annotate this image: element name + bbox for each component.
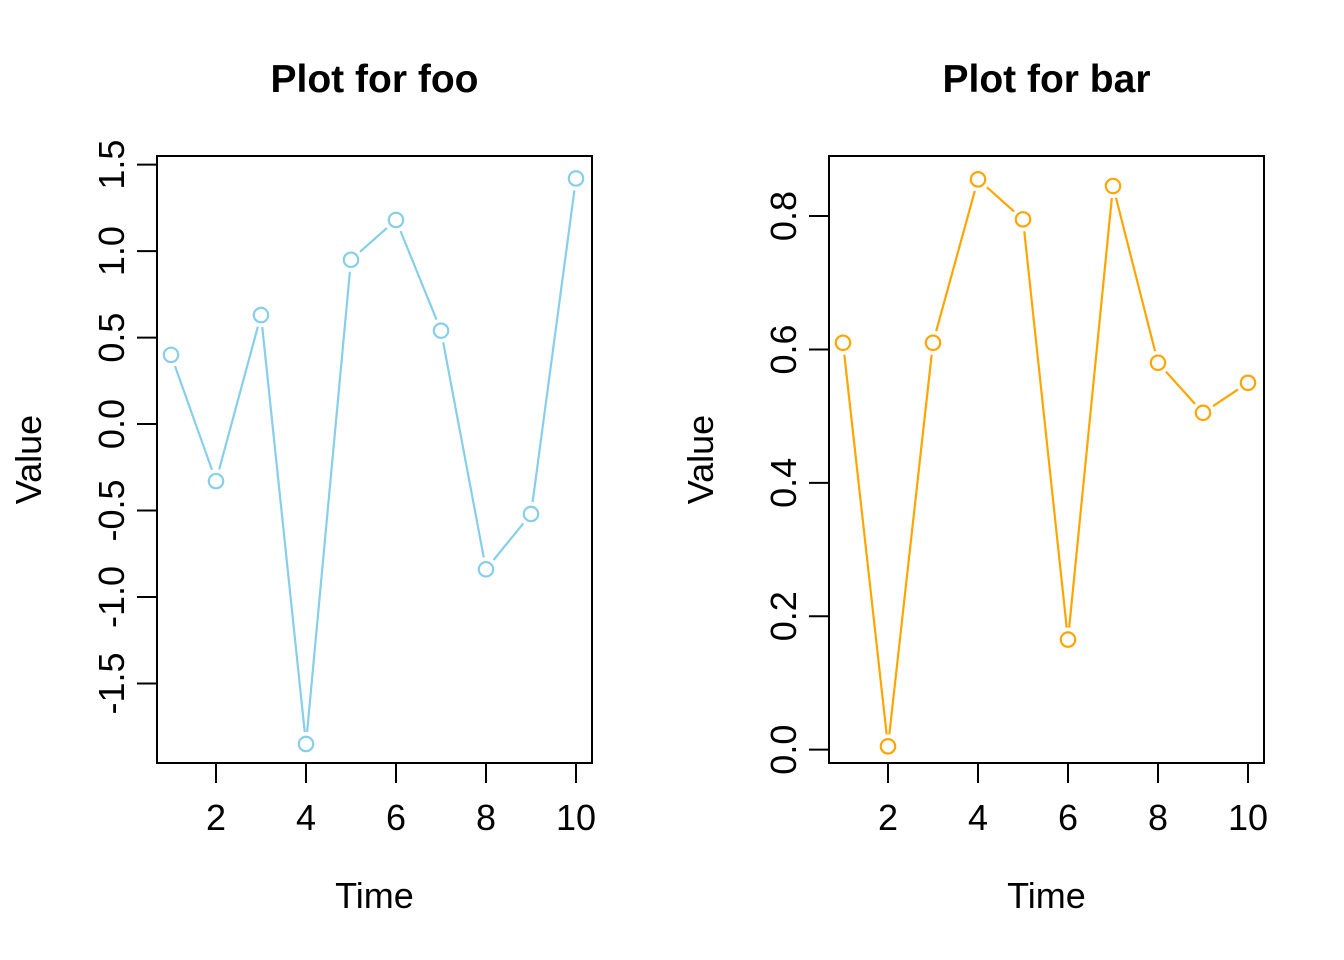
y-tick-label: 0.2 — [763, 591, 804, 641]
data-point-marker — [432, 322, 450, 339]
series-segment — [261, 326, 306, 733]
y-axis-ticks: -1.5 -1.0 -0.5 0.0 0.5 1.0 1.5 — [91, 140, 157, 714]
plot-box — [828, 155, 1265, 764]
data-point-marker — [387, 211, 405, 229]
y-tick-label: 1.0 — [91, 226, 132, 276]
data-point-marker — [1239, 374, 1257, 392]
y-axis-ticks: 0.0 0.2 0.4 0.6 0.8 — [763, 191, 829, 775]
data-point-marker — [522, 505, 540, 523]
data-series — [834, 171, 1257, 755]
series-segment — [1068, 197, 1113, 628]
chart-title: Plot for bar — [942, 58, 1150, 101]
x-axis-label: Time — [1007, 875, 1086, 916]
series-segment — [218, 326, 259, 470]
data-point-marker — [1194, 404, 1212, 422]
data-point-marker — [924, 334, 942, 352]
x-tick-label: 2 — [878, 797, 898, 838]
y-tick-label: 0.0 — [91, 399, 132, 449]
data-series — [162, 170, 585, 753]
x-axis-label: Time — [335, 875, 414, 916]
x-tick-label: 10 — [1228, 797, 1268, 838]
series-segment — [399, 230, 438, 320]
data-point-marker — [1014, 211, 1032, 228]
series-segment — [442, 342, 485, 558]
data-point-marker — [342, 251, 360, 269]
series-segment — [173, 365, 214, 471]
series-segment — [935, 190, 976, 332]
data-point-marker — [1104, 177, 1122, 195]
series-segment — [359, 227, 388, 253]
y-tick-label: 0.0 — [763, 725, 804, 775]
data-point-marker — [162, 346, 180, 364]
x-tick-label: 8 — [476, 797, 496, 838]
x-axis-ticks: 2 4 6 8 10 — [878, 763, 1268, 838]
y-tick-label: 0.4 — [763, 458, 804, 508]
y-tick-label: 0.6 — [763, 324, 804, 374]
y-tick-label: 0.8 — [763, 191, 804, 241]
y-tick-label: -0.5 — [91, 479, 132, 541]
chart-title: Plot for foo — [271, 58, 479, 101]
x-axis-ticks: 2 4 6 8 10 — [206, 763, 596, 838]
x-tick-label: 6 — [386, 797, 406, 838]
series-segment — [531, 190, 576, 503]
data-point-marker — [879, 738, 897, 755]
data-point-marker — [1059, 631, 1077, 648]
data-point-marker — [834, 334, 852, 352]
x-tick-label: 2 — [206, 797, 226, 838]
y-tick-label: -1.5 — [91, 652, 132, 714]
x-tick-label: 4 — [968, 797, 988, 838]
data-point-marker — [969, 171, 987, 188]
y-axis-label: Value — [8, 415, 49, 504]
series-segment — [306, 271, 351, 733]
data-point-marker — [477, 561, 495, 578]
data-point-marker — [1149, 354, 1167, 372]
data-point-marker — [297, 735, 315, 753]
panel-foo: Plot for foo 2 4 6 8 10 -1.5 -1.0 -0.5 0.0 0.5 1.… — [8, 58, 596, 916]
panel-bar: Plot for bar 2 4 6 8 10 0.0 0.2 0.4 0.6 0.8 Time… — [680, 58, 1268, 916]
series-segment — [888, 354, 933, 735]
x-tick-label: 6 — [1058, 797, 1078, 838]
x-tick-label: 8 — [1148, 797, 1168, 838]
series-segment — [843, 354, 888, 735]
series-segment — [1114, 197, 1157, 352]
series-segment — [1165, 370, 1196, 405]
x-tick-label: 4 — [296, 797, 316, 838]
x-tick-label: 10 — [556, 797, 596, 838]
y-tick-label: 0.5 — [91, 313, 132, 363]
data-point-marker — [207, 472, 225, 490]
series-segment — [986, 186, 1015, 213]
y-tick-label: 1.5 — [91, 140, 132, 190]
series-segment — [1023, 231, 1068, 628]
plot-box — [156, 155, 593, 764]
y-axis-label: Value — [680, 415, 721, 504]
y-tick-label: -1.0 — [91, 566, 132, 628]
data-point-marker — [567, 170, 585, 187]
data-point-marker — [252, 306, 270, 324]
series-segment — [1212, 388, 1239, 408]
series-segment — [492, 522, 525, 561]
